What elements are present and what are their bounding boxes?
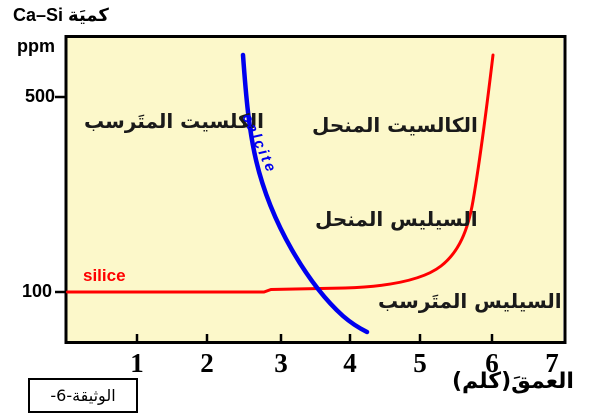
plot-border bbox=[64, 35, 567, 344]
document-caption-text: الوثيقة-6- bbox=[50, 386, 116, 405]
y-axis-unit: ppm bbox=[17, 36, 55, 56]
document-caption-box: الوثيقة-6- bbox=[28, 378, 138, 413]
x-tick-label-7: 7 bbox=[545, 348, 559, 378]
silice-curve bbox=[66, 53, 495, 294]
x-tick-label-4: 4 bbox=[343, 348, 357, 378]
y-tick-marks bbox=[55, 95, 65, 294]
chart-title: كميَة Ca–Si bbox=[13, 5, 109, 25]
region-label-dissolved-calcite: الكالسيت المنحل bbox=[312, 113, 478, 137]
x-tick-label-3: 3 bbox=[274, 348, 288, 378]
region-label-precipitated-silica: السيليس المتَرسب bbox=[378, 289, 562, 313]
x-tick-label-1: 1 bbox=[130, 348, 144, 378]
x-axis-title: العمقَ(كلم) bbox=[452, 369, 574, 394]
x-tick-marks bbox=[135, 334, 494, 342]
x-tick-label-5: 5 bbox=[413, 348, 427, 378]
x-tick-label-6: 6 bbox=[485, 348, 499, 378]
silice-curve-label: silice bbox=[83, 266, 126, 285]
x-tick-label-2: 2 bbox=[200, 348, 214, 378]
region-label-precipitated-calcite: الكلسيت المتَرسب bbox=[84, 109, 265, 133]
calcite-curve bbox=[240, 52, 370, 335]
region-label-dissolved-silica: السيليس المنحل bbox=[315, 207, 478, 231]
y-tick-label-100: 100 bbox=[21, 281, 52, 301]
y-tick-label-500: 500 bbox=[24, 86, 55, 106]
